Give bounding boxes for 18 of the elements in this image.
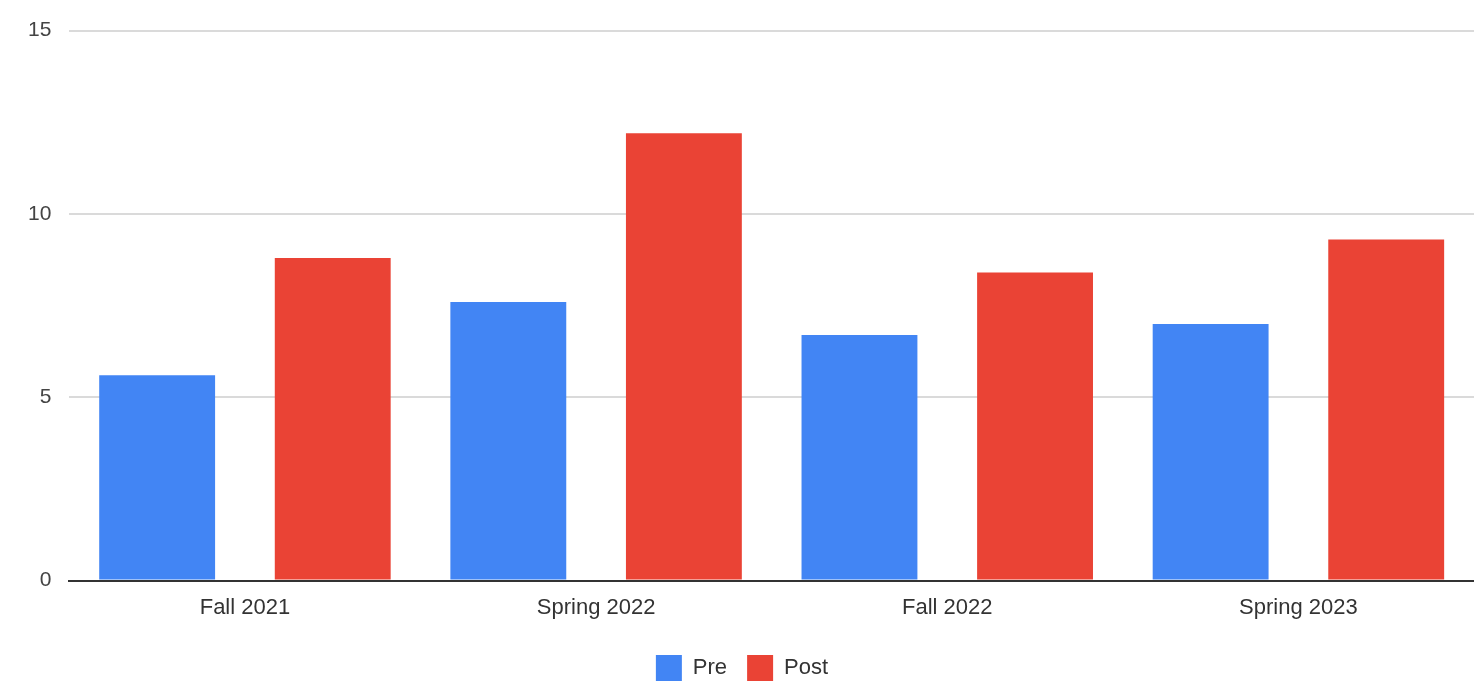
bar bbox=[1152, 323, 1269, 580]
y-tick-label: 5 bbox=[39, 384, 52, 408]
bar bbox=[977, 272, 1093, 580]
bar bbox=[801, 334, 918, 580]
y-tick-label: 0 bbox=[39, 567, 52, 591]
x-tick-label: Fall 2022 bbox=[902, 593, 993, 619]
legend-label: Pre bbox=[692, 654, 728, 680]
bar bbox=[274, 257, 391, 580]
bar bbox=[1328, 239, 1445, 580]
bar bbox=[450, 301, 567, 580]
x-tick-label: Spring 2022 bbox=[536, 593, 656, 619]
bar bbox=[99, 375, 216, 580]
x-tick-label: Spring 2023 bbox=[1239, 593, 1358, 619]
y-tick-label: 15 bbox=[28, 17, 52, 41]
x-tick-label: Fall 2021 bbox=[199, 593, 291, 619]
legend-label: Post bbox=[784, 654, 829, 680]
bar bbox=[625, 133, 742, 580]
y-tick-label: 10 bbox=[28, 200, 52, 224]
